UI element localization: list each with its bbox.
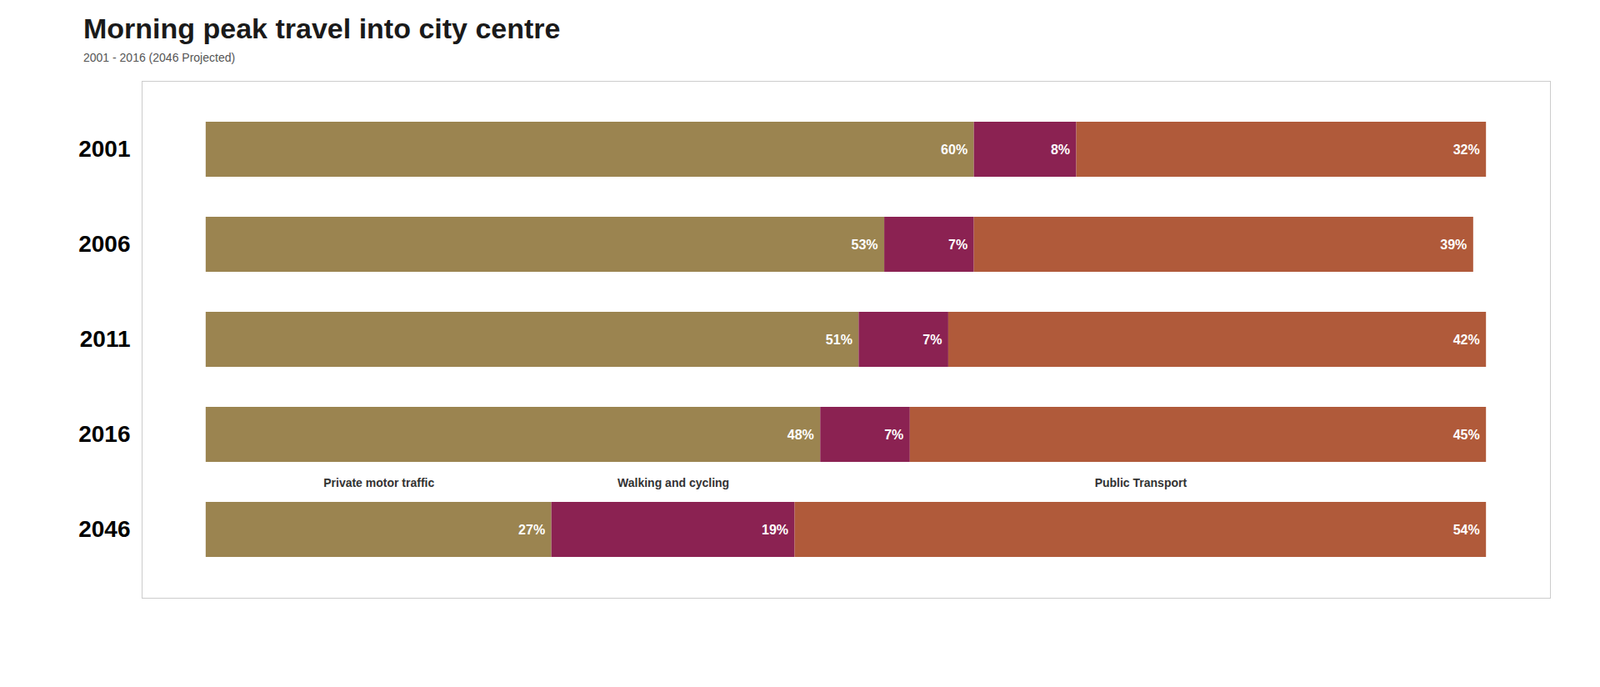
- svg-text:Private motor traffic: Private motor traffic: [323, 475, 435, 489]
- svg-text:Walking and cycling: Walking and cycling: [617, 475, 730, 489]
- svg-text:19%: 19%: [761, 521, 789, 536]
- svg-text:7%: 7%: [948, 236, 968, 251]
- svg-text:8%: 8%: [1050, 141, 1070, 156]
- html-text:2001 - 2016 (2046 Projected): 2001 - 2016 (2046 Projected): [83, 50, 236, 64]
- svg-text:2046: 2046: [78, 515, 130, 542]
- svg-text:42%: 42%: [1453, 331, 1480, 346]
- svg-text:39%: 39%: [1440, 236, 1467, 251]
- svg-text:27%: 27%: [518, 521, 545, 536]
- svg-text:32%: 32%: [1453, 141, 1480, 156]
- svg-text:2011: 2011: [80, 325, 131, 352]
- svg-text:7%: 7%: [884, 426, 904, 441]
- svg-text:45%: 45%: [1453, 426, 1480, 441]
- svg-text:2001: 2001: [78, 135, 130, 162]
- svg-text:48%: 48%: [787, 426, 815, 441]
- svg-text:2016: 2016: [78, 420, 130, 447]
- html-text:Morning peak travel into city: Morning peak travel into city centre: [83, 12, 561, 45]
- svg-text:2006: 2006: [78, 230, 130, 257]
- svg-text:Public Transport: Public Transport: [1095, 475, 1188, 489]
- svg-text:54%: 54%: [1453, 521, 1480, 536]
- svg-text:53%: 53%: [851, 236, 879, 251]
- svg-text:60%: 60%: [940, 141, 968, 156]
- svg-text:7%: 7%: [922, 331, 942, 346]
- svg-text:51%: 51%: [825, 331, 853, 346]
